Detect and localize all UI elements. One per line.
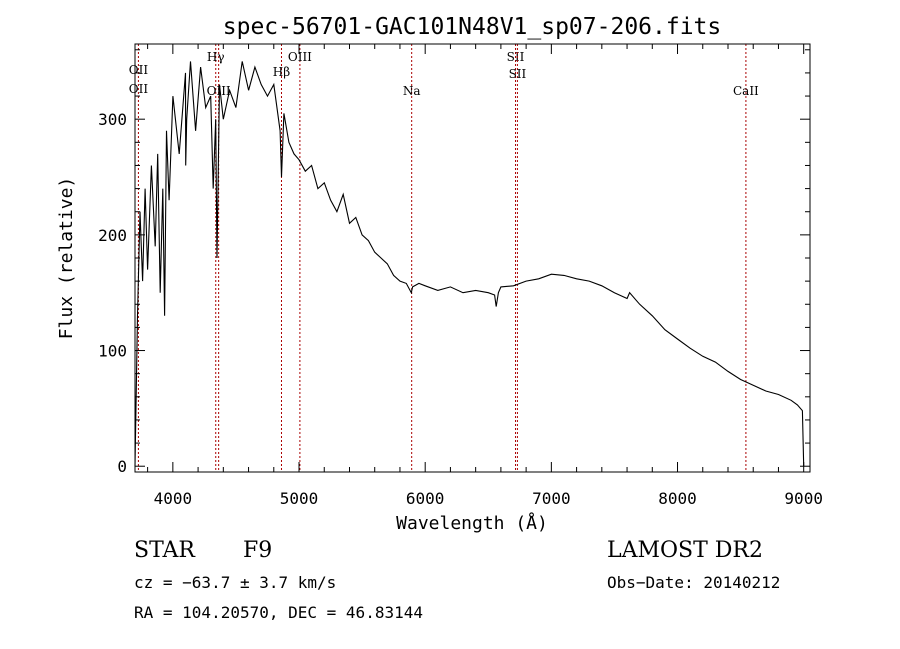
chart-title: spec-56701-GAC101N48V1_sp07-206.fits (223, 14, 722, 40)
marker-label: SII (509, 67, 527, 81)
x-tick-label: 5000 (280, 489, 319, 508)
survey-name: LAMOST DR2 (607, 538, 763, 563)
y-tick-label: 100 (98, 342, 127, 361)
x-axis-label: Wavelength (Å) (396, 512, 548, 534)
object-subclass: F9 (243, 538, 273, 563)
marker-label: CaII (733, 84, 759, 98)
coordinates: RA = 104.20570, DEC = 46.83144 (134, 603, 423, 622)
x-tick-label: 4000 (154, 489, 193, 508)
axes: 4000 5000 6000 7000 8000 9000 0 100 200 300 (98, 44, 823, 508)
y-tick-label: 200 (98, 226, 127, 245)
x-tick-label: 9000 (784, 489, 823, 508)
y-tick-label: 0 (117, 457, 127, 476)
marker-label: Na (403, 84, 421, 98)
marker-label: OII (129, 63, 149, 77)
marker-label: Hγ (207, 50, 225, 64)
spectrum-line (134, 61, 805, 467)
observation-date: Obs−Date: 20140212 (607, 573, 781, 592)
marker-label: OII (129, 82, 149, 96)
x-tick-label: 8000 (658, 489, 697, 508)
object-class: STAR (134, 538, 195, 563)
marker-label: OIII (207, 84, 231, 98)
x-tick-label: 6000 (406, 489, 445, 508)
y-axis-label: Flux (relative) (56, 177, 77, 340)
y-tick-label: 300 (98, 110, 127, 129)
marker-label: SII (507, 50, 525, 64)
x-tick-label: 7000 (532, 489, 571, 508)
marker-label: Hβ (273, 65, 290, 79)
redshift-value: cz = −63.7 ± 3.7 km/s (134, 573, 337, 592)
plot-frame (134, 43, 811, 473)
marker-label: OIII (288, 50, 312, 64)
